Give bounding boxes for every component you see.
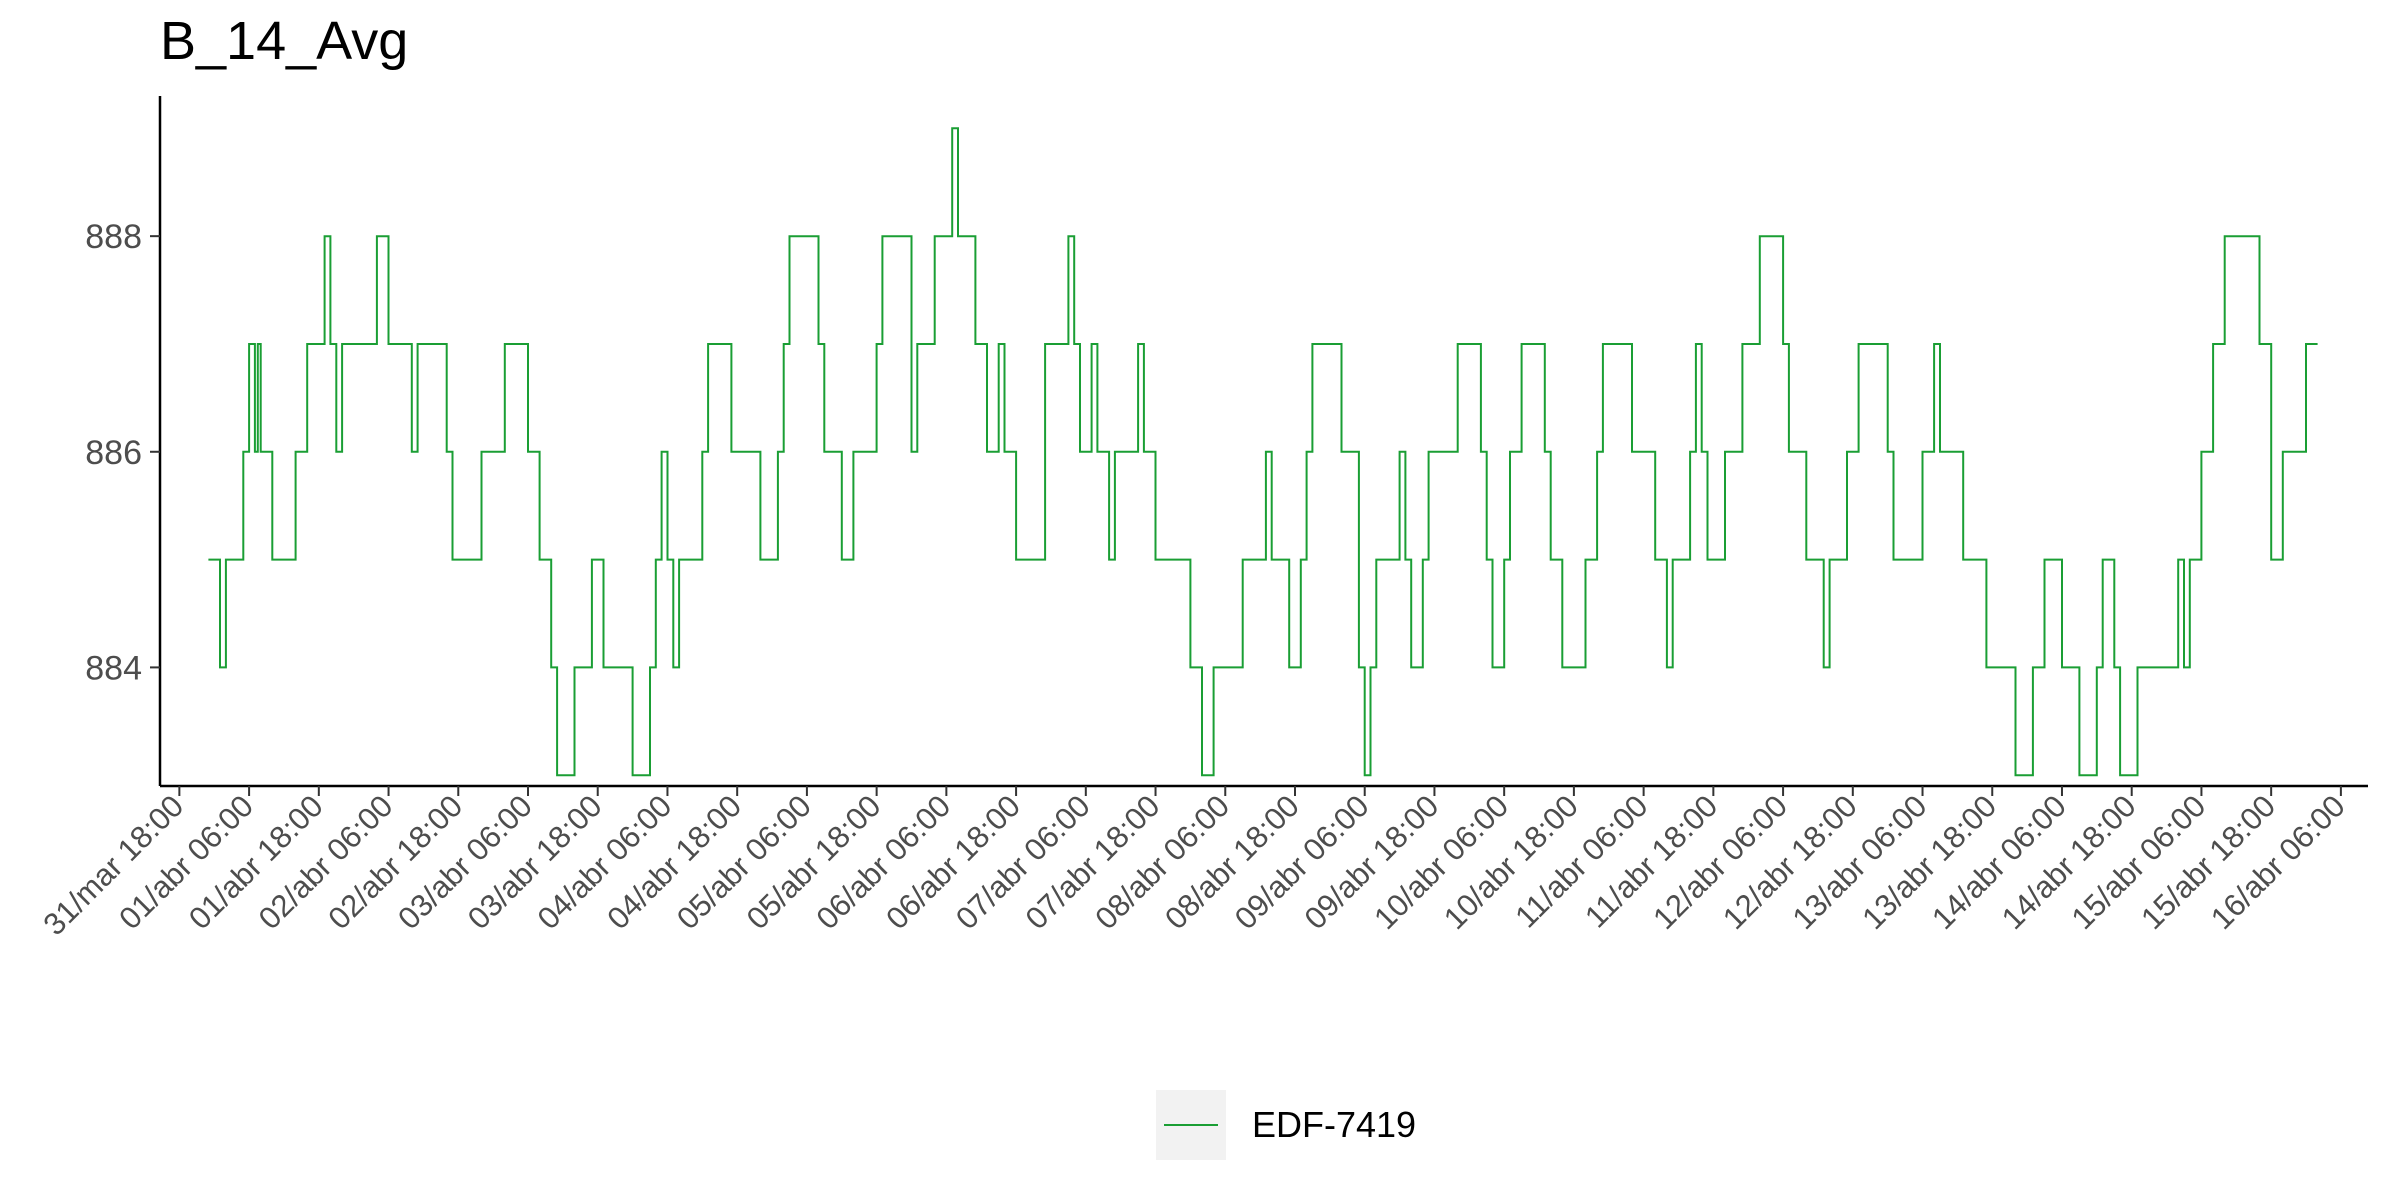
chart-title: B_14_Avg [160,11,409,71]
y-axis: 884 886 888 [85,96,162,786]
series-group [208,127,2318,777]
series-line [208,127,2318,777]
y-tick-label: 884 [85,649,142,687]
legend-key-line [1164,1124,1218,1126]
y-tick-label: 886 [85,434,142,472]
y-tick-label: 888 [85,218,142,256]
legend-key [1156,1090,1226,1160]
legend-label: EDF-7419 [1252,1104,1417,1145]
legend: EDF-7419 [1156,1090,1416,1160]
